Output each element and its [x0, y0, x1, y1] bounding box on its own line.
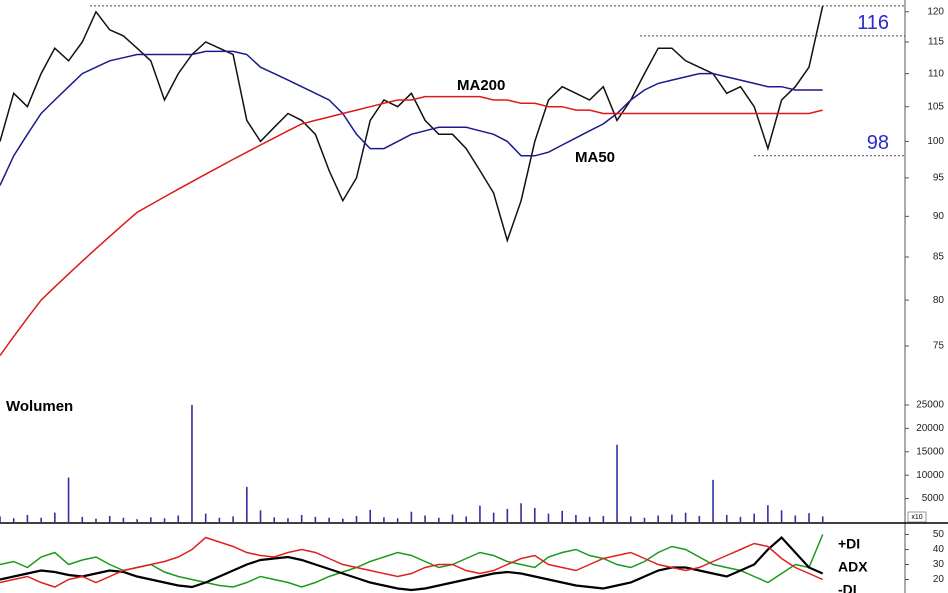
volume-bar: [520, 503, 522, 522]
volume-bar: [808, 513, 810, 522]
volume-bar: [684, 512, 687, 522]
volume-bar: [136, 519, 138, 522]
level-label: 121: [856, 0, 889, 4]
series-line: [0, 5, 824, 243]
volume-bar: [465, 516, 468, 522]
series-line: [0, 535, 824, 592]
y-tick-label: 20: [933, 574, 945, 585]
legend-label: -DI: [838, 582, 857, 593]
legend-label: ADX: [838, 559, 868, 575]
y-tick-label: 25000: [916, 400, 944, 411]
volume-bar: [108, 515, 111, 522]
volume-bar: [26, 514, 29, 522]
volume-bar: [383, 517, 385, 522]
volume-bar: [342, 518, 344, 522]
volume-bar: [424, 515, 426, 522]
volume-bar: [451, 514, 454, 522]
series-line: [0, 534, 824, 588]
annotation: MA50: [575, 149, 615, 166]
y-tick-label: 90: [933, 211, 945, 222]
series-line: [0, 50, 823, 186]
volume-bar: [81, 516, 84, 522]
volume-bar: [616, 444, 618, 522]
volume-bar: [657, 515, 659, 522]
volume-bar: [218, 517, 221, 522]
volume-bar: [437, 517, 440, 522]
volume-bar: [204, 513, 207, 522]
volume-bar: [643, 517, 646, 522]
legend-label: +DI: [838, 536, 860, 552]
volume-bar: [67, 477, 70, 522]
volume-bar: [12, 518, 15, 522]
y-tick-label: 115: [928, 37, 944, 48]
volume-bar: [0, 516, 1, 522]
y-tick-label: 15000: [916, 446, 944, 457]
volume-bar: [410, 511, 413, 522]
panel-title: Wolumen: [6, 398, 73, 415]
volume-bar: [328, 517, 330, 522]
volume-bar: [547, 513, 550, 522]
volume-bar: [54, 512, 56, 522]
annotation: MA200: [457, 77, 505, 94]
y-tick-label: 95: [933, 173, 945, 184]
volume-bar: [821, 516, 824, 522]
volume-bar: [794, 515, 797, 522]
volume-bar: [396, 518, 399, 522]
volume-bar: [273, 517, 276, 522]
y-tick-label: 80: [933, 295, 945, 306]
volume-bar: [492, 512, 495, 522]
volume-bar: [712, 479, 714, 522]
level-label: 116: [857, 12, 889, 34]
y-tick-label: 110: [928, 68, 944, 79]
volume-bar: [287, 518, 289, 522]
y-tick-label: 75: [933, 341, 945, 352]
volume-bar: [150, 517, 152, 522]
series-line: [0, 536, 824, 588]
volume-bar: [177, 515, 180, 522]
y-tick-label: 10000: [916, 470, 944, 481]
volume-bar: [369, 509, 372, 522]
unit-label: x10: [911, 514, 922, 521]
volume-bar: [739, 516, 742, 522]
volume-bar: [588, 516, 591, 522]
y-tick-label: 120: [927, 6, 944, 17]
volume-bar: [767, 505, 769, 522]
volume-bar: [40, 517, 42, 522]
volume-bar: [163, 518, 166, 522]
y-tick-label: 50: [933, 529, 945, 540]
series-line: [0, 95, 823, 357]
volume-bar: [191, 404, 193, 522]
y-tick-label: 40: [933, 544, 945, 555]
volume-bar: [259, 510, 262, 522]
volume-bar: [629, 516, 632, 522]
volume-bar: [753, 513, 755, 522]
volume-bar: [300, 514, 303, 522]
volume-bar: [780, 510, 783, 522]
level-label: 98: [867, 132, 889, 154]
y-tick-label: 20000: [916, 423, 944, 434]
volume-bar: [602, 515, 605, 522]
y-tick-label: 105: [927, 101, 944, 112]
y-tick-label: 30: [933, 559, 945, 570]
volume-bar: [479, 505, 481, 522]
volume-bar: [533, 507, 536, 522]
volume-bar: [355, 515, 358, 522]
y-tick-label: 100: [927, 136, 944, 147]
volume-bar: [671, 514, 673, 522]
volume-bar: [506, 508, 509, 522]
volume-bar: [122, 517, 125, 522]
volume-bar: [246, 486, 248, 522]
volume-bar: [95, 518, 97, 522]
volume-bar: [561, 510, 563, 522]
volume-bar: [698, 515, 701, 522]
unit-box: [907, 511, 927, 523]
y-tick-label: 5000: [922, 493, 945, 504]
volume-bar: [725, 514, 728, 522]
volume-bar: [575, 514, 577, 522]
y-tick-label: 85: [933, 252, 945, 263]
volume-bar: [314, 516, 317, 522]
volume-bar: [232, 516, 234, 522]
